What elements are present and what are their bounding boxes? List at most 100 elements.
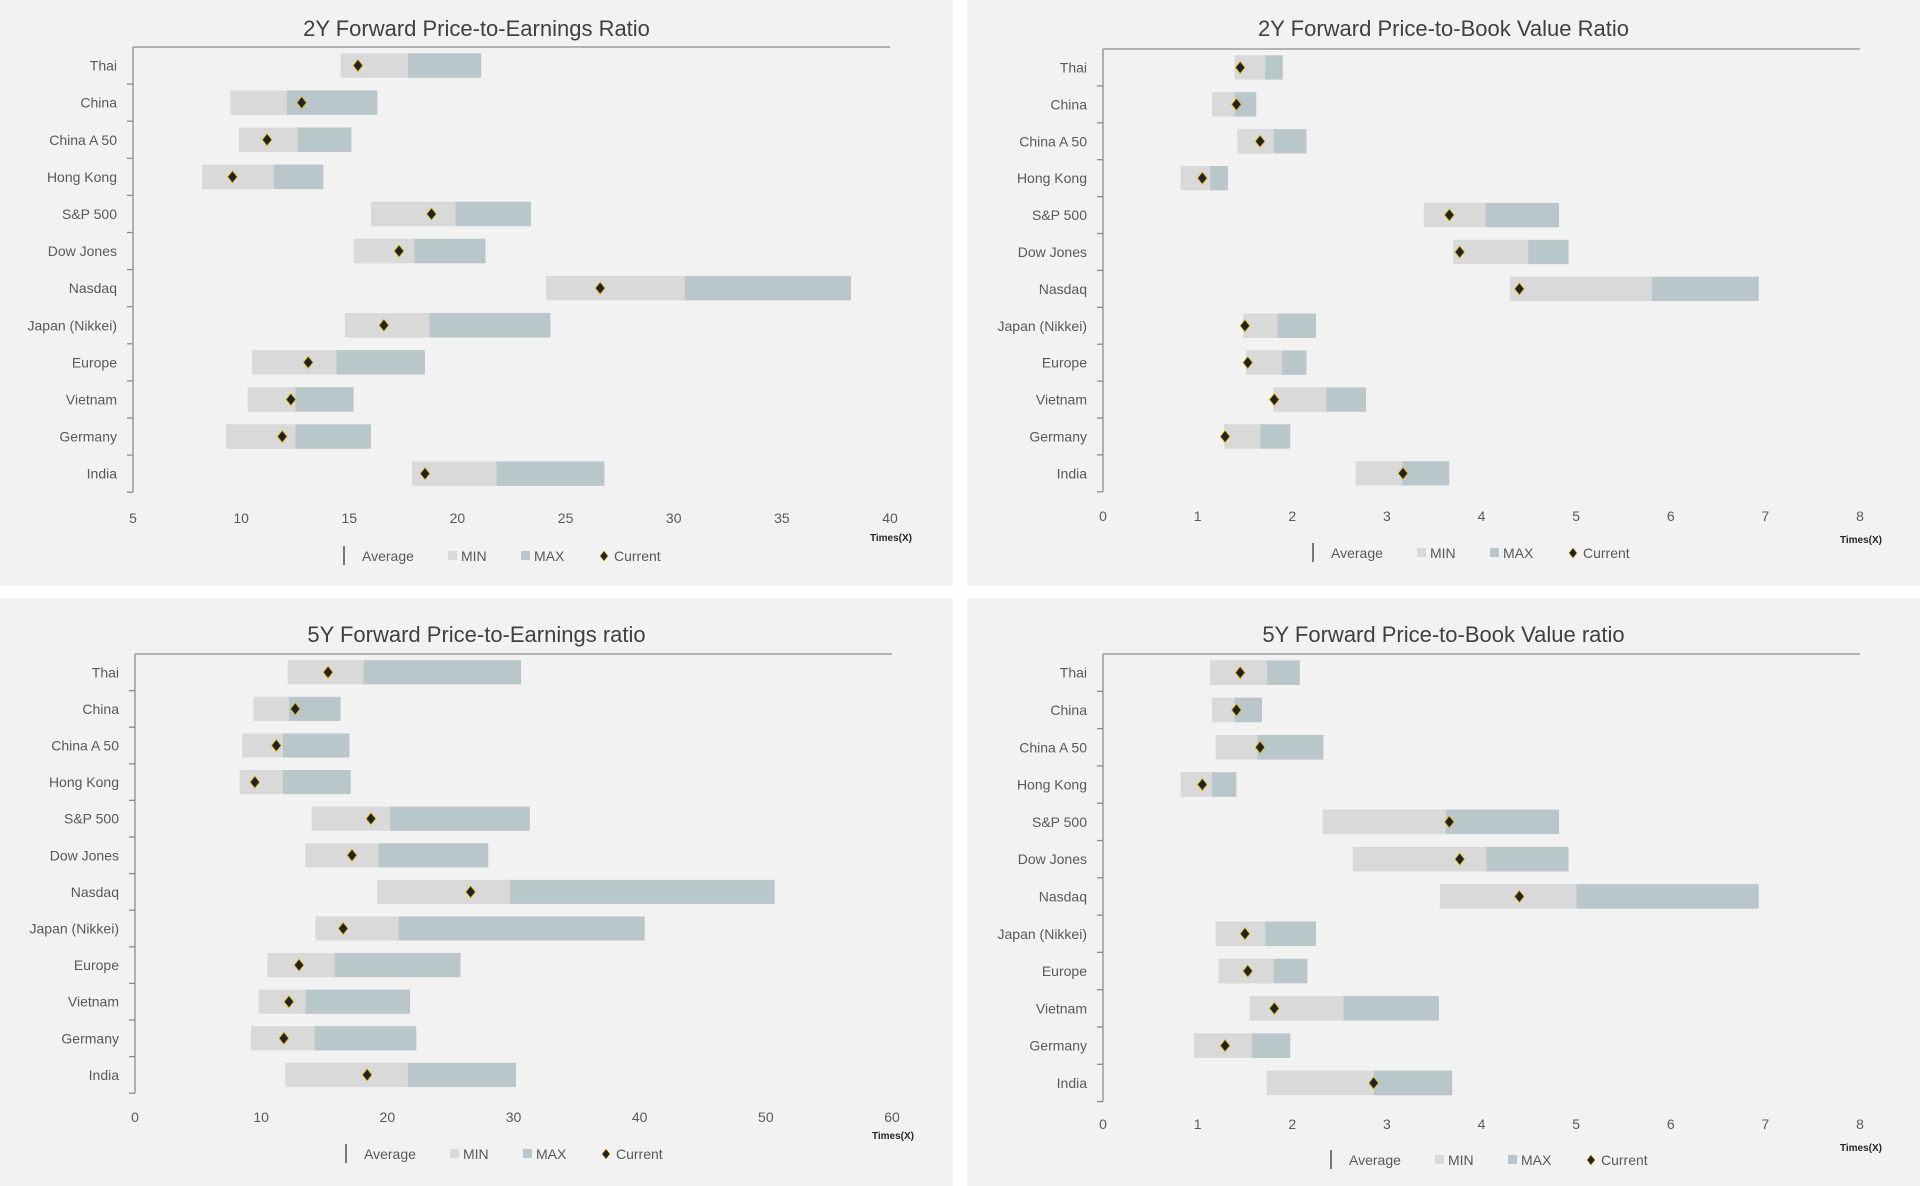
min-bar <box>1266 1070 1374 1096</box>
max-bar <box>1234 92 1257 117</box>
current-marker <box>1242 964 1254 978</box>
current-marker <box>426 207 437 221</box>
current-marker <box>378 318 390 332</box>
min-bar <box>258 989 306 1014</box>
legend-min-swatch <box>1435 1155 1444 1164</box>
min-bar <box>1453 239 1528 265</box>
category-label: China <box>1050 702 1087 718</box>
max-bar <box>1402 461 1450 486</box>
max-bar <box>1326 387 1367 412</box>
current-marker <box>1444 815 1455 829</box>
category-label: Japan (Nikkei) <box>998 318 1087 334</box>
current-marker <box>1454 852 1466 866</box>
max-bar <box>1527 239 1569 265</box>
category-label: S&P 500 <box>1032 207 1087 223</box>
x-tick-label: 7 <box>1761 1116 1769 1132</box>
legend-max-label: MAX <box>536 1146 567 1162</box>
category-label: China <box>82 701 119 717</box>
current-marker <box>365 812 377 826</box>
x-axis-label: Times(X) <box>1840 535 1882 546</box>
max-bar <box>1264 55 1283 80</box>
max-bar <box>1266 660 1300 685</box>
max-bar <box>1211 772 1237 797</box>
max-bar <box>407 1062 517 1087</box>
legend-max-label: MAX <box>1503 545 1534 561</box>
category-label: Europe <box>1042 963 1087 979</box>
legend-max-swatch <box>521 551 530 560</box>
category-label: Hong Kong <box>1017 170 1087 186</box>
legend-average-label: Average <box>362 548 414 564</box>
x-tick-label: 3 <box>1383 508 1391 524</box>
x-axis-label: Times(X) <box>1840 1143 1882 1154</box>
max-bar <box>1209 165 1228 191</box>
chart-svg-5y-pb: 5Y Forward Price-to-Book Value ratio Thai… <box>998 622 1882 1169</box>
chart-panel-5y-pb: 5Y Forward Price-to-Book Value ratio Thai… <box>967 598 1920 1186</box>
category-label: Vietnam <box>1036 1000 1087 1016</box>
max-bar <box>1576 884 1759 909</box>
current-marker <box>352 58 364 73</box>
current-marker <box>1454 245 1466 259</box>
max-bar <box>509 879 775 904</box>
current-marker <box>249 775 261 789</box>
category-label: Europe <box>1042 355 1087 371</box>
x-tick-label: 8 <box>1856 508 1864 524</box>
current-marker <box>594 281 606 295</box>
current-marker <box>1268 392 1280 407</box>
chart-svg-5y-pe: 5Y Forward Price-to-Earnings ratio Thai Ch… <box>30 622 914 1163</box>
category-label: India <box>89 1067 120 1083</box>
max-bar <box>429 313 551 338</box>
x-tick-label: 20 <box>380 1109 396 1125</box>
max-bar <box>684 275 852 301</box>
max-bar <box>282 733 350 758</box>
category-label: Germany <box>61 1030 119 1046</box>
legend-current-label: Current <box>614 548 661 564</box>
legend-min-swatch <box>448 551 457 560</box>
chart-title: 5Y Forward Price-to-Earnings ratio <box>307 622 645 647</box>
max-bar <box>398 916 645 941</box>
max-bar <box>455 201 531 227</box>
category-label: Vietnam <box>68 994 119 1010</box>
min-bar <box>239 770 283 795</box>
chart-title: 2Y Forward Price-to-Book Value Ratio <box>1258 16 1629 41</box>
category-label: China A 50 <box>49 132 117 148</box>
category-label: Europe <box>72 354 117 370</box>
min-bar <box>1211 92 1235 117</box>
max-bar <box>314 1026 417 1051</box>
max-bar <box>1264 921 1316 947</box>
max-bar <box>295 387 354 412</box>
min-bar <box>353 238 415 264</box>
x-tick-label: 5 <box>129 510 137 526</box>
current-marker <box>465 885 476 899</box>
current-marker <box>285 392 297 407</box>
max-bar <box>1486 846 1569 872</box>
x-tick-label: 4 <box>1478 508 1486 524</box>
current-marker <box>1234 666 1246 680</box>
max-bar <box>363 660 522 685</box>
min-bar <box>230 90 287 115</box>
current-marker <box>293 958 305 972</box>
legend-min-label: MIN <box>1448 1152 1474 1168</box>
min-bar <box>202 164 274 190</box>
x-tick-label: 20 <box>450 510 466 526</box>
current-marker <box>296 96 308 110</box>
category-label: India <box>1057 1075 1088 1091</box>
current-marker <box>1234 60 1246 75</box>
current-marker <box>419 467 431 481</box>
current-marker <box>393 244 405 258</box>
legend-current-label: Current <box>616 1146 663 1162</box>
min-bar <box>285 1062 408 1087</box>
max-bar <box>1343 996 1439 1021</box>
min-bar <box>1322 809 1446 835</box>
chart-panel-2y-pb: 2Y Forward Price-to-Book Value Ratio Thai… <box>967 0 1920 586</box>
category-label: Japan (Nikkei) <box>28 317 117 333</box>
current-marker <box>1239 927 1251 941</box>
legend-current-label: Current <box>1601 1152 1648 1168</box>
x-tick-label: 5 <box>1572 1116 1580 1132</box>
legend-current-swatch <box>1586 1154 1596 1166</box>
min-bar <box>1249 996 1344 1021</box>
x-tick-label: 10 <box>233 510 249 526</box>
max-bar <box>389 806 530 831</box>
min-bar <box>1211 697 1235 723</box>
x-tick-label: 6 <box>1667 1116 1675 1132</box>
max-bar <box>407 53 482 78</box>
